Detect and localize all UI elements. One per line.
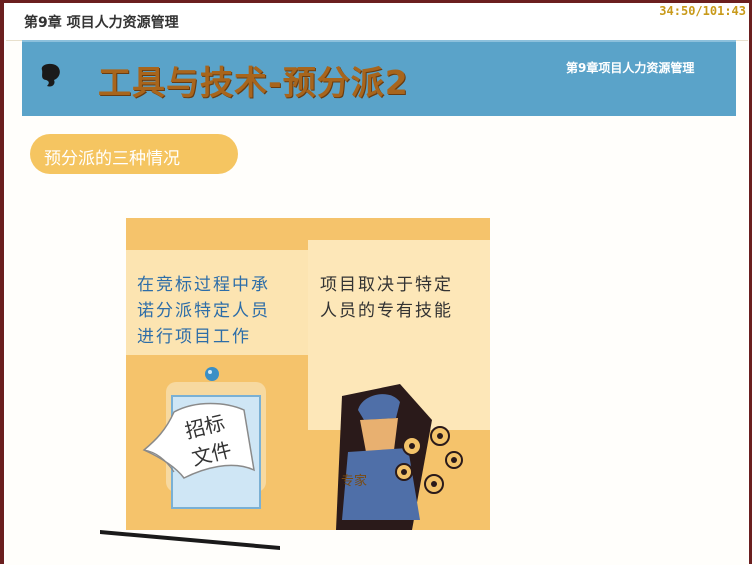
ink-blot-bullet-icon [41,63,60,87]
panel-right-line: 人员的专有技能 [320,301,453,321]
panel-right-text: 项目取决于特定 人员的专有技能 [320,272,480,324]
section-pill [30,134,238,174]
panel-left-line: 在竞标过程中承 [137,275,270,295]
chapter-label: 第9章 项目人力资源管理 [24,15,179,31]
bid-document-icon [142,367,266,509]
panel-left-text: 在竞标过程中承 诺分派特定人员 进行项目工作 [137,272,302,350]
section-pill-label: 预分派的三种情况 [44,149,180,169]
window-frame-top [0,0,752,3]
slide-subtitle: 第9章项目人力资源管理 [566,61,695,75]
title-banner [22,40,736,116]
expert-worker-icon [336,384,463,530]
slide-title: 工具与技术-预分派2 [98,63,409,102]
decorative-diagonal [100,530,280,550]
window-frame-right [749,0,752,564]
panel-right-line: 项目取决于特定 [320,275,453,295]
window-frame-left [0,0,4,564]
panel-left-highlight [126,250,308,355]
panel-left-line: 诺分派特定人员 [137,301,270,321]
playback-timer: 34:50/101:43 [659,4,746,18]
panel-left-line: 进行项目工作 [137,327,251,347]
expert-label: 专家 [341,474,368,489]
